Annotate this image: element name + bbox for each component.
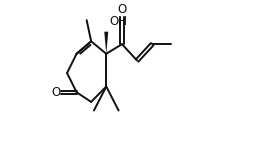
Polygon shape	[104, 32, 108, 54]
Text: O: O	[117, 3, 126, 16]
Text: O: O	[51, 86, 60, 99]
Text: OH: OH	[109, 15, 127, 28]
